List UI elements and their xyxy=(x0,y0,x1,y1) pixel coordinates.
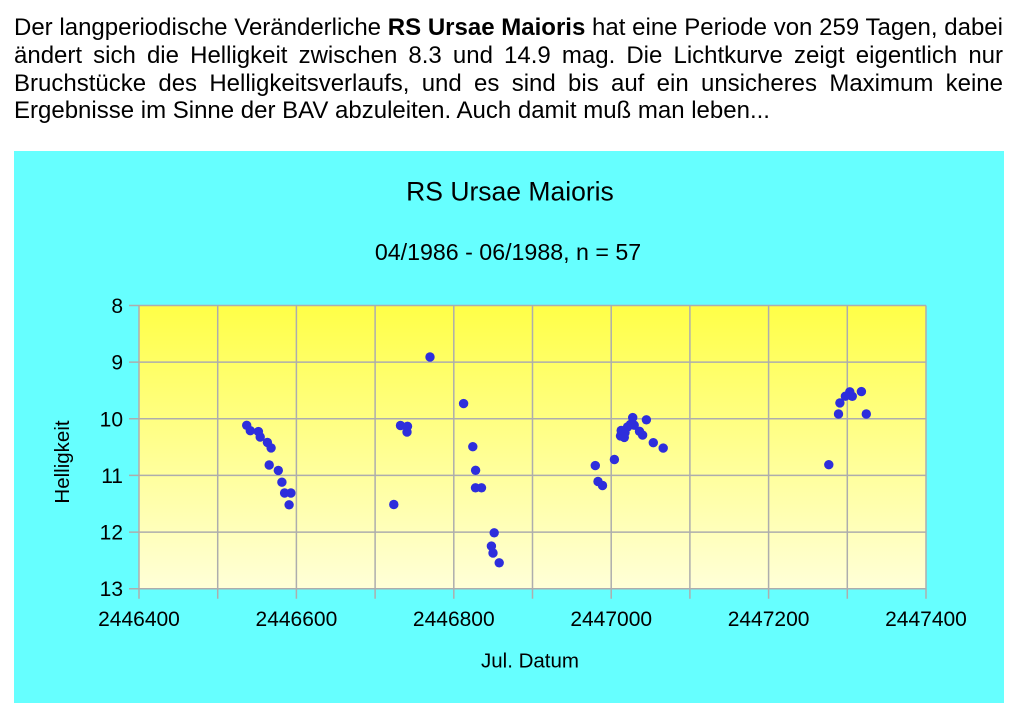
svg-text:2446800: 2446800 xyxy=(413,608,495,631)
svg-text:Helligkeit: Helligkeit xyxy=(51,420,74,503)
svg-text:10: 10 xyxy=(100,408,123,431)
svg-text:2446600: 2446600 xyxy=(256,608,338,631)
svg-text:2447400: 2447400 xyxy=(885,608,967,631)
svg-text:9: 9 xyxy=(111,352,123,375)
svg-text:12: 12 xyxy=(100,522,123,545)
svg-text:2447200: 2447200 xyxy=(728,608,810,631)
svg-text:Jul. Datum: Jul. Datum xyxy=(481,650,579,673)
svg-text:04/1986 - 06/1988, n = 57: 04/1986 - 06/1988, n = 57 xyxy=(375,239,641,265)
svg-text:11: 11 xyxy=(101,465,123,488)
svg-text:13: 13 xyxy=(100,578,123,601)
svg-text:RS Ursae Maioris: RS Ursae Maioris xyxy=(406,177,614,207)
svg-text:8: 8 xyxy=(111,295,123,318)
svg-text:2446400: 2446400 xyxy=(98,608,180,631)
svg-text:2447000: 2447000 xyxy=(570,608,652,631)
